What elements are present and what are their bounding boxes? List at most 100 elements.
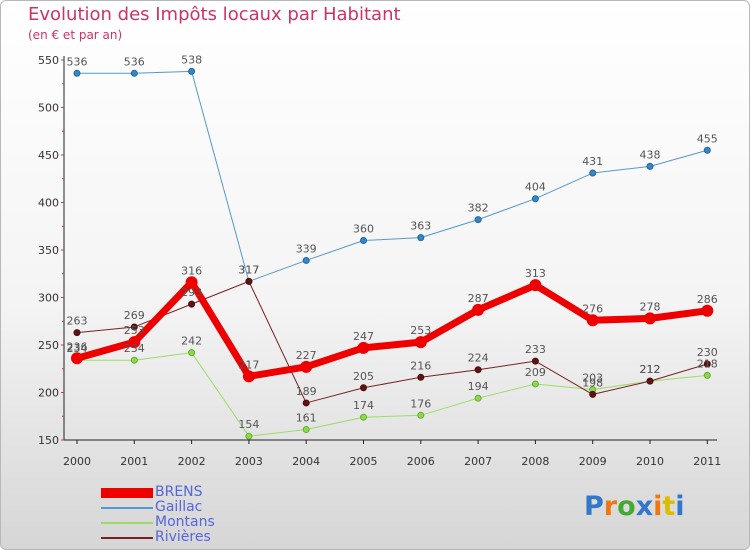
- chart-title: Evolution des Impôts locaux par Habitant: [28, 4, 401, 25]
- data-point-gaillac: [360, 237, 367, 244]
- series-line-montans: [76, 352, 708, 437]
- legend-label-rivieres: Rivières: [155, 529, 211, 545]
- data-label-brens: 217: [238, 358, 259, 371]
- y-tick-label: 300: [38, 292, 59, 305]
- data-point-rivires: [360, 384, 367, 392]
- data-point-brens: [185, 276, 198, 289]
- data-point-montans: [245, 432, 253, 440]
- data-point-brens: [71, 352, 83, 365]
- data-label-montans: 212: [640, 363, 661, 376]
- data-label-brens: 253: [124, 324, 145, 337]
- data-label-brens: 227: [296, 349, 317, 362]
- x-tick-label: 2010: [636, 455, 664, 468]
- y-tick-label: 500: [38, 102, 59, 115]
- data-label-gaillac: 360: [353, 223, 374, 236]
- data-point-rivires: [531, 357, 539, 365]
- x-tick-label: 2001: [120, 455, 148, 468]
- x-tick-label: 2005: [350, 455, 378, 468]
- data-label-gaillac: 536: [124, 55, 145, 68]
- legend-label-brens: BRENS: [155, 484, 203, 500]
- data-point-gaillac: [474, 216, 482, 224]
- data-label-gaillac: 339: [296, 242, 317, 255]
- data-label-montans: 176: [410, 397, 431, 410]
- data-point-montans: [130, 356, 138, 364]
- x-tick-label: 2008: [521, 455, 549, 468]
- data-point-brens: [586, 314, 599, 327]
- series-line-rivires: [76, 280, 708, 404]
- data-point-montans: [302, 426, 310, 434]
- data-label-gaillac: 404: [525, 181, 546, 194]
- data-point-gaillac: [531, 195, 539, 203]
- y-tick-label: 150: [38, 434, 59, 447]
- data-label-brens: 253: [410, 324, 431, 337]
- legend-label-montans: Montans: [155, 514, 215, 530]
- x-tick-label: 2006: [407, 455, 435, 468]
- y-tick-label: 400: [38, 197, 59, 210]
- data-label-rivires: 205: [353, 370, 374, 383]
- data-label-gaillac: 382: [468, 202, 489, 215]
- data-label-rivires: 230: [697, 346, 718, 359]
- data-point-gaillac: [302, 256, 310, 264]
- series-line-brens: [73, 278, 711, 380]
- data-point-rivires: [245, 277, 253, 285]
- data-label-montans: 209: [525, 366, 546, 379]
- data-label-brens: 247: [353, 330, 374, 343]
- data-point-montans: [360, 413, 367, 421]
- data-point-rivires: [474, 366, 482, 374]
- data-point-brens: [128, 336, 141, 349]
- data-label-gaillac: 438: [640, 148, 661, 161]
- data-label-rivires: 263: [67, 315, 88, 328]
- y-tick-label: 350: [38, 244, 59, 257]
- data-point-gaillac: [646, 162, 654, 170]
- data-point-gaillac: [130, 69, 138, 77]
- data-label-montans: 161: [296, 412, 317, 425]
- y-tick-label: 250: [38, 339, 59, 352]
- legend-label-gaillac: Gaillac: [155, 499, 203, 515]
- data-point-montans: [531, 380, 539, 388]
- data-label-gaillac: 431: [582, 155, 603, 168]
- data-label-montans: 174: [353, 399, 374, 412]
- data-point-brens: [242, 370, 255, 383]
- data-point-brens: [644, 312, 656, 325]
- data-label-brens: 276: [582, 302, 603, 315]
- data-label-gaillac: 538: [181, 53, 202, 66]
- data-label-brens: 316: [181, 264, 202, 277]
- data-label-brens: 287: [468, 292, 489, 305]
- data-point-gaillac: [73, 69, 81, 77]
- chart-subtitle: (en € et par an): [28, 28, 123, 42]
- data-point-gaillac: [417, 234, 425, 242]
- data-label-rivires: 198: [582, 376, 603, 389]
- data-label-gaillac: 455: [697, 132, 718, 145]
- data-point-brens: [701, 304, 714, 317]
- data-label-montans: 203: [582, 372, 603, 385]
- data-point-brens: [414, 336, 427, 349]
- data-point-brens: [529, 279, 542, 292]
- data-point-brens: [357, 341, 370, 354]
- data-point-montans: [703, 371, 711, 379]
- x-tick-label: 2009: [579, 455, 607, 468]
- series-line-gaillac: [76, 70, 708, 282]
- data-point-montans: [417, 411, 425, 419]
- data-label-montans: 218: [697, 357, 718, 370]
- data-label-gaillac: 363: [410, 220, 431, 233]
- data-label-rivires: 216: [410, 359, 431, 372]
- data-label-montans: 154: [238, 418, 259, 431]
- x-tick-label: 2011: [693, 455, 721, 468]
- series-layer: [71, 67, 714, 440]
- legend-swatch-brens: [101, 488, 153, 498]
- legend-swatch-montans: [101, 522, 153, 524]
- data-label-rivires: 317: [238, 263, 259, 276]
- data-label-gaillac: 317: [238, 263, 259, 276]
- data-label-montans: 234: [124, 342, 145, 355]
- data-point-rivires: [188, 300, 196, 308]
- data-point-rivires: [130, 323, 138, 331]
- data-point-brens: [472, 303, 485, 316]
- y-tick-label: 200: [38, 387, 59, 400]
- data-label-brens: 236: [67, 340, 88, 353]
- x-tick-label: 2002: [178, 455, 206, 468]
- data-point-rivires: [73, 329, 81, 337]
- data-label-montans: 194: [468, 380, 489, 393]
- data-point-montans: [188, 349, 196, 357]
- data-point-rivires: [589, 390, 597, 398]
